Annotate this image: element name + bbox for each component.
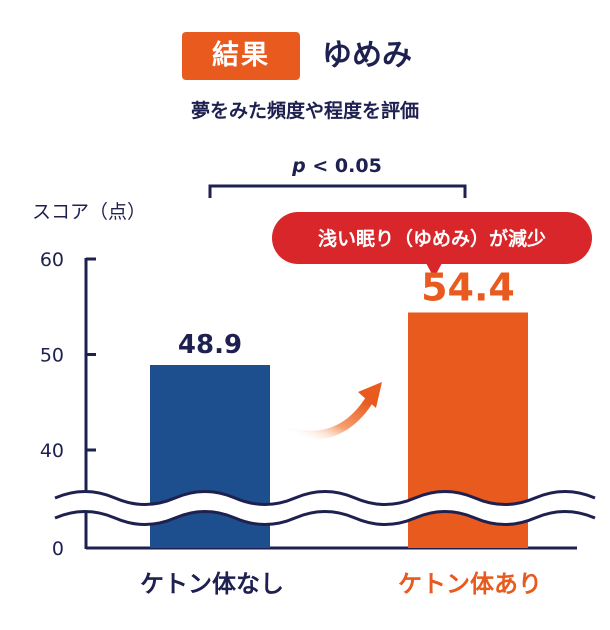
significance-bracket: [208, 184, 467, 198]
axis-break-fill: [55, 491, 595, 525]
increase-arrow: [287, 397, 373, 440]
callout-pointer: [426, 263, 442, 278]
chart-subtitle: 夢をみた頻度や程度を評価: [190, 100, 419, 122]
p-value-label: p < 0.05: [291, 155, 382, 177]
y-tick-label: 60: [40, 249, 64, 271]
y-tick-label: 40: [40, 440, 64, 462]
y-tick-label: 0: [52, 538, 64, 560]
axis-break-line-bottom: [54, 510, 596, 526]
bar-value-label: 54.4: [421, 265, 515, 309]
chart-title: ゆめみ: [322, 38, 412, 73]
callout-bubble: [272, 212, 592, 264]
axis-break-line-top: [54, 490, 596, 506]
increase-arrow-head: [358, 382, 382, 408]
callout-text: 浅い眠り（ゆめみ）が減少: [318, 227, 546, 250]
x-category-label: ケトン体あり: [398, 570, 542, 598]
bar-value-label: 48.9: [178, 330, 242, 360]
x-category-label: ケトン体なし: [140, 570, 284, 598]
y-tick-label: 50: [40, 345, 64, 367]
result-badge: 結果: [182, 32, 300, 80]
y-axis-label: スコア（点）: [32, 201, 147, 223]
